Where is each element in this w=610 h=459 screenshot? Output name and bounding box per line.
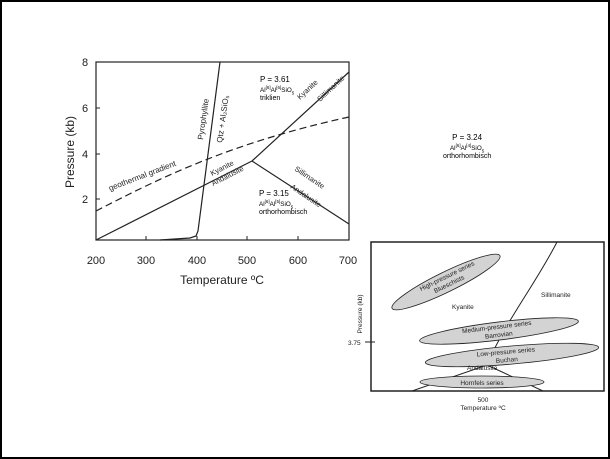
triklien-system: triklien <box>260 95 281 103</box>
main-x-ticks <box>145 236 299 240</box>
orthorhombisch-right-annotation: P = 3.24 Al[6]Al[4]SiO5 orthorhombisch <box>443 133 491 162</box>
main-x-tick-label: 700 <box>339 255 357 267</box>
andalusite-sillimanite-line <box>251 160 350 225</box>
series-y-tick-label: 3.75 <box>348 340 361 347</box>
pyrophyllite-curve <box>159 61 221 241</box>
high-pressure-series-ellipse <box>391 253 501 311</box>
buchan-label: Buchan <box>496 356 519 365</box>
series-x-tick-label: 500 <box>478 397 489 404</box>
low-pressure-series-ellipse <box>424 342 600 368</box>
medium-pressure-series-ellipse <box>419 317 579 345</box>
main-plot-frame <box>95 61 350 241</box>
main-x-tick-label: 600 <box>289 255 307 267</box>
main-diagram: 2 4 6 8 200 300 400 500 600 700 Temperat… <box>63 57 357 287</box>
triklien-formula: Al[6]Al[6]SiO5 <box>260 84 295 95</box>
series-sillimanite-label: Sillimanite <box>541 292 571 299</box>
barrovian-label: Barrovian <box>485 330 514 340</box>
hornfels-series-ellipse <box>419 375 545 389</box>
main-y-tick-label: 4 <box>82 149 88 161</box>
series-kyanite-label: Kyanite <box>452 304 474 311</box>
main-y-axis-label: Pressure (kb) <box>63 116 77 188</box>
main-y-tick-label: 8 <box>82 57 88 69</box>
orthorhombisch-system: orthorhombisch <box>259 209 308 217</box>
kyanite-andalusite-line <box>95 160 253 241</box>
triklien-annotation: P = 3.61 Al[6]Al[6]SiO5 triklien <box>260 75 294 104</box>
main-y-tick-label: 6 <box>82 103 88 115</box>
series-x-axis-label: Temperature ºC <box>460 405 506 412</box>
kyanite-sillimanite-line <box>251 71 350 162</box>
triklien-pressure: P = 3.61 <box>260 75 290 84</box>
main-x-axis-label: Temperature ºC <box>180 273 264 287</box>
main-y-ticks <box>96 61 100 200</box>
series-plot-frame <box>370 241 605 392</box>
orthorhombisch-right-system: orthorhombisch <box>443 153 492 161</box>
orthorhombisch-annotation: P = 3.15 Al[6]Al[5]SiO5 orthorhombisch <box>259 189 307 218</box>
orthorhombisch-right-formula: Al[6]Al[4]SiO5 <box>449 142 485 153</box>
sillimanite-label: Sillimanite <box>315 74 346 104</box>
qtz-al2sio5-label: Qtz + Al₂SiO₅ <box>215 95 231 144</box>
main-x-tick-label: 500 <box>238 255 256 267</box>
orthorhombisch-pressure: P = 3.15 <box>259 189 289 198</box>
series-andalusite-label: Andalusite <box>467 365 498 372</box>
hornfels-series-label: Hornfels series <box>460 380 504 387</box>
pyrophyllite-label: Pyrophyllite <box>196 98 211 141</box>
orthorhombisch-right-pressure: P = 3.24 <box>452 133 483 142</box>
series-diagram: High-pressure series Blueschists Medium-… <box>348 241 605 412</box>
main-x-tick-label: 400 <box>188 255 206 267</box>
geothermal-gradient-curve <box>95 116 350 212</box>
main-y-tick-label: 2 <box>82 194 88 206</box>
main-x-tick-label: 300 <box>137 255 155 267</box>
main-x-tick-label: 200 <box>87 255 105 267</box>
orthorhombisch-formula: Al[6]Al[5]SiO5 <box>259 198 294 209</box>
series-y-axis-label: Pressure (kb) <box>357 294 364 333</box>
